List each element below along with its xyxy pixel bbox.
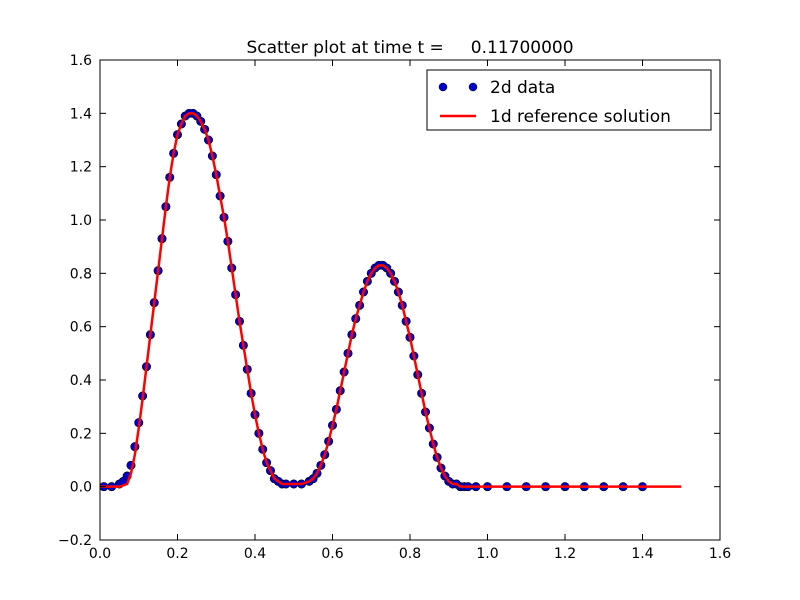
x-tick-label: 0.0	[89, 546, 111, 562]
y-tick-label: 0.4	[70, 373, 92, 389]
chart-title: Scatter plot at time t = 0.11700000	[246, 38, 573, 58]
series-layer	[99, 108, 682, 492]
y-tick-label: 0.8	[70, 266, 92, 282]
x-tick-label: 1.0	[476, 546, 498, 562]
y-tick-label: 0.2	[70, 426, 92, 442]
y-tick-label: −0.2	[58, 533, 92, 549]
x-tick-label: 1.2	[554, 546, 576, 562]
y-tick-label: 1.2	[70, 160, 92, 176]
y-tick-label: 0.6	[70, 320, 92, 336]
legend-label-2d-data: 2d data	[490, 78, 555, 98]
x-tick-label: 1.6	[709, 546, 731, 562]
ticks-layer: 0.0 0.2 0.4 0.6 0.8 1.0 1.2 1.4 1.6−0.20.00.20.4…	[58, 53, 731, 562]
x-tick-label: 0.8	[399, 546, 421, 562]
y-tick-label: 1.0	[70, 213, 92, 229]
legend-label-1d-reference: 1d reference solution	[490, 107, 671, 127]
x-tick-label: 0.2	[166, 546, 188, 562]
plot-area	[100, 60, 720, 540]
x-tick-label: 0.6	[321, 546, 343, 562]
x-tick-label: 1.4	[631, 546, 653, 562]
y-tick-label: 0.0	[70, 480, 92, 496]
y-tick-label: 1.4	[70, 106, 92, 122]
legend: 2d data 1d reference solution	[426, 69, 712, 131]
plot-frame	[99, 59, 721, 541]
legend-marker-2d-data	[468, 82, 478, 92]
legend-box	[426, 69, 712, 131]
legend-marker-2d-data	[438, 82, 448, 92]
x-tick-label: 0.4	[244, 546, 266, 562]
y-tick-label: 1.6	[70, 53, 92, 69]
series-1d-reference-line	[100, 112, 682, 488]
